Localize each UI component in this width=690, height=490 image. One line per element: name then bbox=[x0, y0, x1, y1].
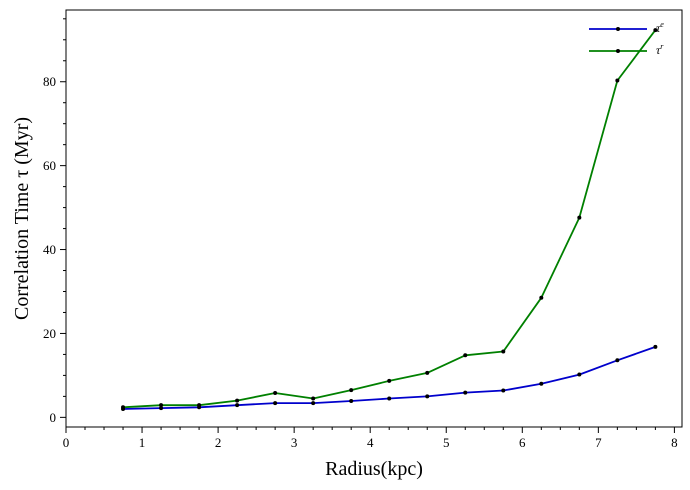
data-point-e bbox=[463, 390, 468, 395]
data-point-r bbox=[425, 370, 430, 375]
data-point-e bbox=[235, 403, 240, 408]
data-point-e bbox=[159, 406, 164, 411]
data-point-r bbox=[349, 388, 354, 393]
y-tick-label: 40 bbox=[43, 242, 56, 257]
y-axis-title: Correlation Time τ (Myr) bbox=[11, 117, 33, 320]
legend-marker-e bbox=[616, 27, 620, 31]
legend-label-e: τe bbox=[656, 20, 664, 35]
x-tick-label: 2 bbox=[215, 435, 222, 450]
legend-label-r: τr bbox=[656, 42, 664, 57]
x-tick-label: 0 bbox=[63, 435, 70, 450]
y-tick-label: 80 bbox=[43, 74, 56, 89]
y-tick-label: 60 bbox=[43, 158, 56, 173]
data-point-r bbox=[539, 295, 544, 300]
data-point-e bbox=[539, 381, 544, 386]
legend: τe τr bbox=[589, 20, 664, 57]
data-point-r bbox=[159, 403, 164, 408]
data-point-e bbox=[349, 398, 354, 403]
data-point-r bbox=[311, 396, 316, 401]
x-axis-title: Radius(kpc) bbox=[325, 458, 423, 480]
data-point-r bbox=[577, 215, 582, 220]
data-point-r bbox=[235, 398, 240, 403]
data-point-e bbox=[273, 401, 278, 406]
data-point-e bbox=[653, 344, 658, 349]
data-point-e bbox=[577, 372, 582, 377]
x-tick-label: 6 bbox=[519, 435, 526, 450]
data-point-r bbox=[197, 403, 202, 408]
x-tick-label: 1 bbox=[139, 435, 146, 450]
y-tick-label: 0 bbox=[50, 410, 57, 425]
plot-area bbox=[121, 28, 658, 411]
y-tick-label: 20 bbox=[43, 326, 56, 341]
x-tick-label: 4 bbox=[367, 435, 374, 450]
x-tick-label: 7 bbox=[595, 435, 602, 450]
legend-marker-r bbox=[616, 49, 620, 53]
x-tick-label: 5 bbox=[443, 435, 450, 450]
x-tick-label: 8 bbox=[671, 435, 678, 450]
data-point-r bbox=[463, 353, 468, 358]
data-point-e bbox=[615, 358, 620, 363]
data-point-r bbox=[121, 405, 126, 410]
data-point-r bbox=[501, 349, 506, 354]
data-point-r bbox=[273, 391, 278, 396]
data-point-e bbox=[425, 394, 430, 399]
x-tick-label: 3 bbox=[291, 435, 298, 450]
series-line-r bbox=[122, 29, 657, 409]
data-point-e bbox=[501, 388, 506, 393]
data-point-e bbox=[311, 401, 316, 406]
data-point-e bbox=[387, 396, 392, 401]
data-point-r bbox=[387, 378, 392, 383]
plot-frame bbox=[65, 9, 683, 428]
data-point-r bbox=[615, 78, 620, 83]
data-point-r bbox=[653, 28, 658, 33]
